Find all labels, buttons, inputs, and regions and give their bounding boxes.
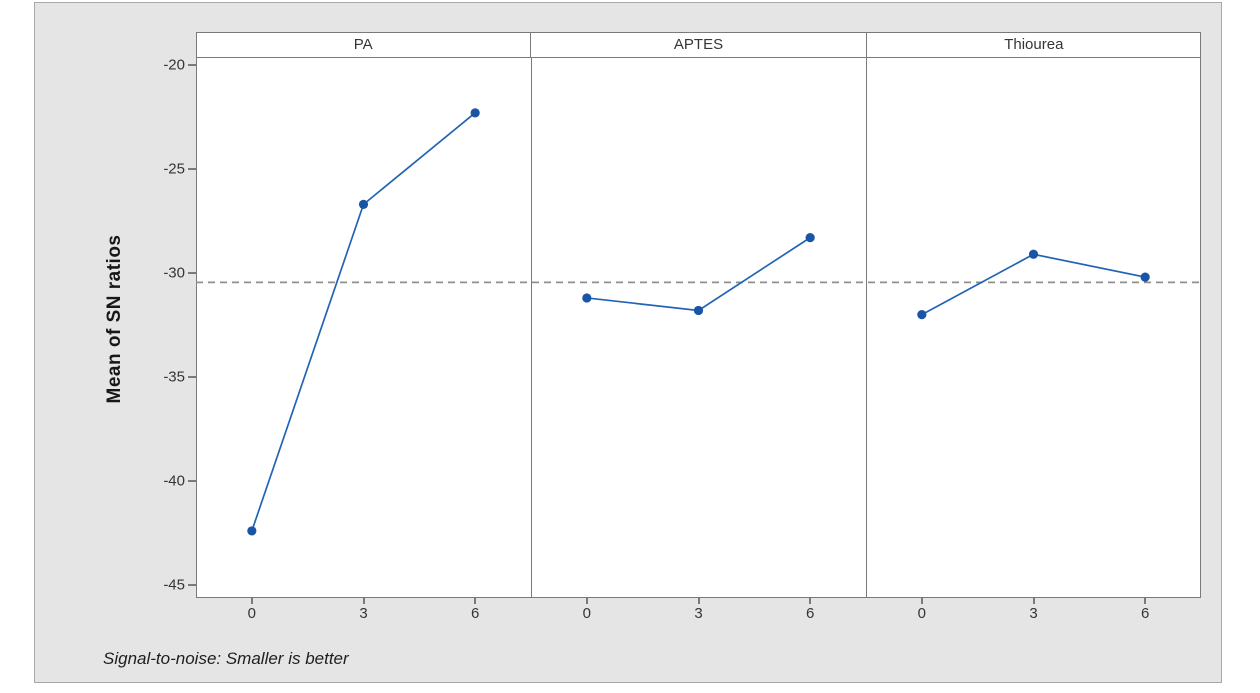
x-tick-label: 0 xyxy=(917,605,926,622)
y-tick-label: -45 xyxy=(163,576,185,594)
plot-canvas xyxy=(196,108,1201,536)
data-point-marker xyxy=(1028,249,1039,259)
x-tick-mark xyxy=(809,598,812,604)
series-line-aptes xyxy=(586,236,811,312)
data-point-marker xyxy=(247,526,257,536)
x-tick-mark xyxy=(250,598,253,604)
data-point-marker xyxy=(1140,272,1150,282)
x-tick-mark xyxy=(585,598,588,604)
x-tick-label: 6 xyxy=(470,605,480,622)
x-tick-label: 0 xyxy=(247,605,256,622)
x-tick-mark xyxy=(920,598,923,604)
y-tick-mark xyxy=(188,376,196,378)
y-tick-label: -25 xyxy=(163,160,185,178)
x-tick-mark xyxy=(362,598,365,604)
data-point-marker xyxy=(805,233,815,243)
y-tick-mark xyxy=(188,64,196,66)
signal-to-noise-footnote: Signal-to-noise: Smaller is better xyxy=(103,649,349,668)
y-tick-mark xyxy=(188,480,196,482)
data-point-marker xyxy=(917,310,927,320)
panel-header-aptes: APTES xyxy=(530,32,865,57)
data-point-marker xyxy=(470,108,480,118)
x-tick-mark xyxy=(1032,598,1035,604)
chart-surface: PA APTES Thiourea Mean of SN ratios -20 -25… xyxy=(34,2,1222,683)
y-tick-label: -30 xyxy=(163,264,185,282)
series-line-thiourea xyxy=(921,253,1146,316)
y-tick-mark xyxy=(188,272,196,274)
x-tick-label: 3 xyxy=(1029,605,1038,622)
y-tick-label: -40 xyxy=(163,472,185,490)
data-point-marker xyxy=(358,199,369,209)
y-axis-title: Mean of SN ratios xyxy=(104,234,125,404)
x-tick-label: 6 xyxy=(805,605,815,622)
y-tick-label: -20 xyxy=(163,56,185,74)
y-tick-mark xyxy=(188,584,196,586)
x-tick-mark xyxy=(474,598,477,604)
series-line-pa xyxy=(251,112,476,532)
data-point-marker xyxy=(582,293,592,303)
x-tick-mark xyxy=(697,598,700,604)
x-tick-label: 6 xyxy=(1140,605,1150,622)
panel-header-band: PA APTES Thiourea xyxy=(196,32,1201,58)
panel-header-pa: PA xyxy=(353,36,373,53)
x-tick-label: 0 xyxy=(582,605,591,622)
data-point-marker xyxy=(693,305,704,316)
panel-divider xyxy=(866,58,867,598)
x-tick-label: 3 xyxy=(694,605,703,622)
y-tick-label: -35 xyxy=(163,368,185,386)
panel-divider xyxy=(531,58,532,598)
x-tick-label: 3 xyxy=(359,605,368,622)
x-tick-mark xyxy=(1144,598,1147,604)
y-tick-mark xyxy=(188,168,196,170)
panel-header-thiourea: Thiourea xyxy=(865,32,1201,57)
